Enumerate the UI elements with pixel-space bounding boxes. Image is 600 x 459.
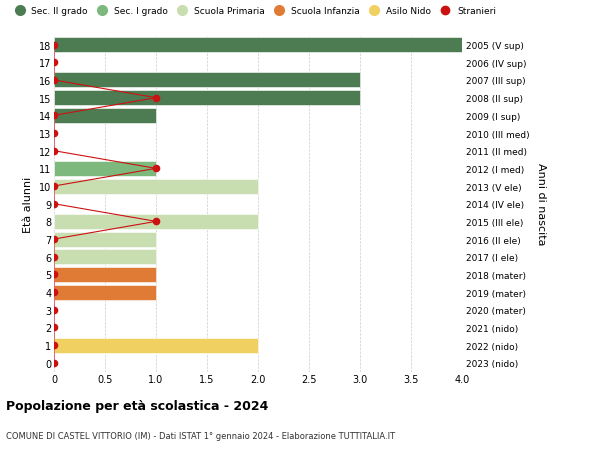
Bar [54, 338, 258, 353]
Bar [54, 162, 156, 176]
Bar [54, 285, 156, 300]
Y-axis label: Anni di nascita: Anni di nascita [536, 163, 547, 246]
Bar [54, 267, 156, 282]
Legend: Sec. II grado, Sec. I grado, Scuola Primaria, Scuola Infanzia, Asilo Nido, Stran: Sec. II grado, Sec. I grado, Scuola Prim… [11, 7, 496, 16]
Bar [54, 232, 156, 247]
Text: COMUNE DI CASTEL VITTORIO (IM) - Dati ISTAT 1° gennaio 2024 - Elaborazione TUTTI: COMUNE DI CASTEL VITTORIO (IM) - Dati IS… [6, 431, 395, 441]
Bar [54, 214, 258, 230]
Bar [54, 250, 156, 265]
Bar [54, 109, 156, 123]
Y-axis label: Età alunni: Età alunni [23, 176, 33, 232]
Bar [54, 179, 258, 194]
Bar [54, 38, 462, 53]
Text: Popolazione per età scolastica - 2024: Popolazione per età scolastica - 2024 [6, 399, 268, 412]
Bar [54, 91, 360, 106]
Bar [54, 73, 360, 88]
